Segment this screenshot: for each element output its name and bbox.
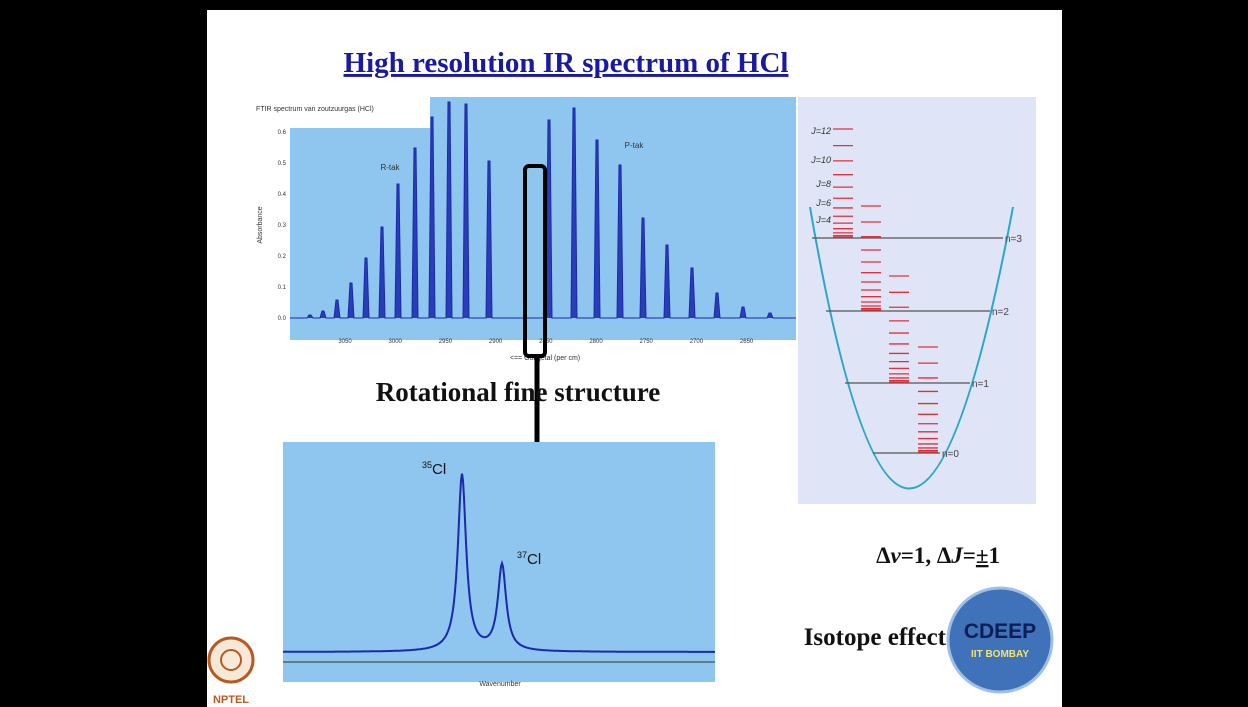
y-tick-label: 0.3	[278, 223, 287, 229]
x-tick-label: 2750	[640, 339, 654, 345]
j-label: J=12	[810, 126, 831, 136]
x-axis-label: <== Golfgetal (per cm)	[510, 355, 580, 362]
x-tick-label: 2700	[690, 339, 704, 345]
rule-part: Δ	[876, 543, 891, 568]
y-tick-label: 0.2	[278, 254, 287, 260]
rule-part: 1	[989, 543, 1001, 568]
rule-part: =1, Δ	[901, 543, 952, 568]
spectrum-line	[290, 101, 796, 319]
j-label: J=8	[815, 179, 831, 189]
isotope-panel	[283, 442, 715, 682]
y-axis-label: Absorbance	[257, 206, 264, 243]
selection-rule: Δv=1, ΔJ=±1	[876, 543, 1000, 568]
rule-part: ±	[976, 543, 989, 568]
branch-label: P-tak	[625, 141, 645, 150]
y-tick-label: 0.5	[278, 161, 287, 167]
y-tick-label: 0.0	[278, 316, 287, 322]
n-label: n=2	[992, 307, 1009, 318]
x-tick-label: 2800	[589, 339, 603, 345]
element: Cl	[432, 461, 446, 478]
energy-levels: n=3 n=2 n=1 n=0 J=12 J=10 J=8 J=6 J=4	[810, 126, 1022, 460]
rule-part: =	[963, 543, 976, 568]
x-tick-label: 2900	[489, 339, 503, 345]
isotope-label: 37Cl	[517, 550, 541, 568]
x-tick-label: 3000	[389, 339, 403, 345]
y-tick-label: 0.6	[278, 130, 287, 136]
nptel-logo-inner	[220, 649, 242, 671]
y-tick-label: 0.1	[278, 285, 287, 291]
n-label: n=3	[1005, 234, 1022, 245]
mass-number: 35	[422, 460, 432, 470]
j-label: J=10	[810, 155, 831, 165]
mass-number: 37	[517, 550, 527, 560]
cdeep-sub: IIT BOMBAY	[971, 649, 1029, 660]
potential-curve	[809, 206, 1014, 490]
section-label: Rotational fine structure	[376, 377, 660, 407]
x-tick-label: 2950	[439, 339, 453, 345]
y-tick-label: 0.4	[278, 192, 287, 198]
j-label: J=4	[815, 215, 831, 225]
nptel-logo	[207, 636, 255, 684]
n-label: n=0	[942, 449, 959, 460]
branch-label: R-tak	[380, 163, 400, 172]
energy-panel	[798, 97, 1036, 504]
rule-part: v	[891, 543, 902, 568]
slide-title: High resolution IR spectrum of HCl	[344, 47, 789, 79]
j-label: J=6	[815, 198, 831, 208]
spectrum-panel	[290, 128, 430, 340]
isotope-label: 35Cl	[422, 460, 446, 478]
rule-part: J	[950, 543, 964, 568]
x-tick-label: 2650	[740, 339, 754, 345]
n-label: n=1	[972, 379, 989, 390]
x-tick-label: 3050	[338, 339, 352, 345]
spectrum-title: FTIR spectrum van zoutzuurgas (HCl)	[256, 106, 374, 113]
cdeep-logo-ring	[946, 586, 1054, 694]
isotope-trace	[283, 473, 715, 653]
x-axis-label: Wavenumber	[479, 681, 521, 688]
cdeep-logo	[948, 588, 1052, 692]
nptel-text: NPTEL	[213, 694, 249, 706]
isotope-effect: Isotope effect	[804, 624, 947, 651]
spectrum-trace	[290, 101, 796, 319]
element: Cl	[527, 551, 541, 568]
spectrum-panel	[430, 97, 796, 340]
cdeep-text: CDEEP	[964, 620, 1036, 643]
